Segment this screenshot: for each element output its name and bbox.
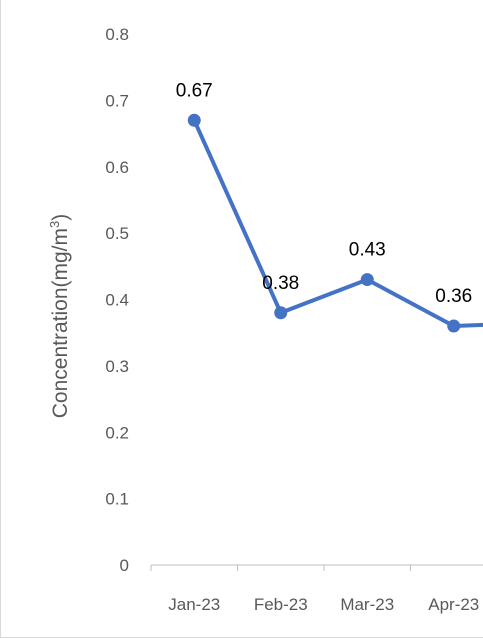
data-point [447, 319, 461, 333]
data-point [187, 113, 201, 127]
y-tick-label: 0.3 [105, 357, 129, 376]
y-axis-title-superscript: 3 [47, 221, 62, 228]
y-axis-title-main: Concentration(mg/m [49, 228, 72, 418]
y-axis-title: Concentration(mg/m3) [47, 214, 72, 418]
x-tick-label: Jan-23 [168, 595, 220, 614]
x-tick-label: Apr-23 [428, 595, 479, 614]
data-label: 0.36 [435, 286, 472, 307]
data-labels: 0.67 0.38 0.43 0.36 [176, 80, 472, 307]
data-label: 0.67 [176, 80, 213, 101]
y-tick-label: 0.1 [105, 490, 129, 509]
data-label: 0.43 [349, 240, 386, 261]
y-tick-label: 0.2 [105, 423, 129, 442]
x-tick-label: Feb-23 [254, 595, 308, 614]
y-tick-label: 0.4 [105, 291, 129, 310]
y-tick-label: 0.5 [105, 224, 129, 243]
x-tick-label: Mar-23 [340, 595, 394, 614]
x-axis: Jan-23 Feb-23 Mar-23 Apr-23 [150, 564, 483, 614]
y-tick-label: 0.8 [105, 25, 129, 44]
data-point [274, 306, 288, 320]
data-point [360, 273, 374, 287]
y-tick-label: 0.6 [105, 158, 129, 177]
data-label: 0.38 [262, 273, 299, 294]
y-tick-label: 0 [120, 556, 129, 575]
y-tick-label: 0.7 [105, 91, 129, 110]
y-axis-ticks: 0 0.1 0.2 0.3 0.4 0.5 0.6 0.7 0.8 [105, 25, 129, 575]
y-axis-title-close: ) [49, 214, 72, 221]
